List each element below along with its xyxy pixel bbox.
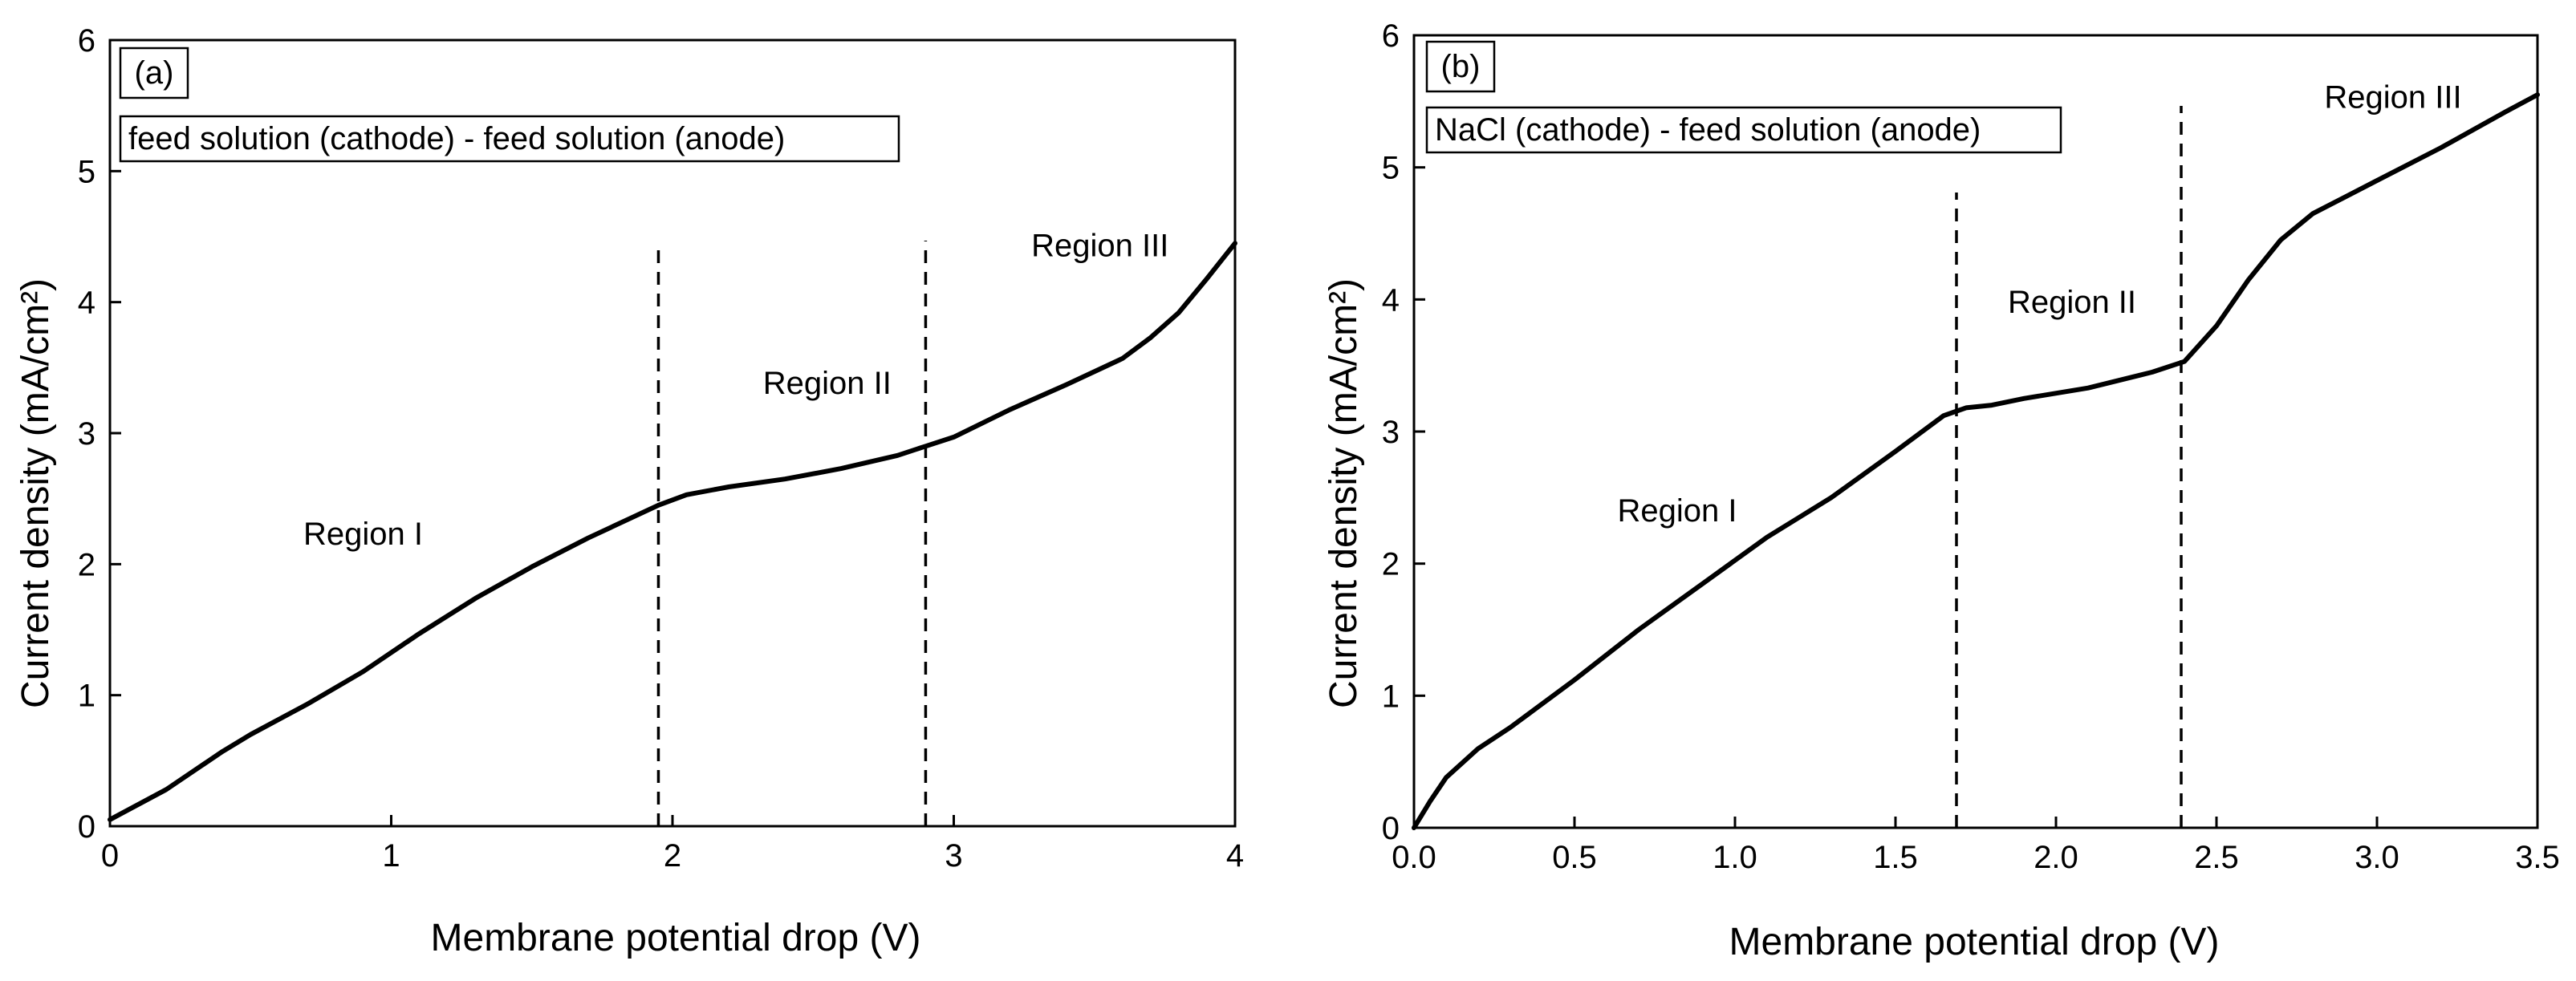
axis-ticks: 0 1 2 3 4 0 1 2 3 4 5 6 [78,23,1244,874]
plot-frame [108,39,1237,828]
region-labels: Region I Region II Region III [1618,80,2462,529]
region-label: Region II [763,366,892,401]
region-label: Region III [2324,80,2461,116]
y-tick-label: 1 [1382,679,1400,714]
x-axis-title: Membrane potential drop (V) [1729,921,2220,963]
x-tick-label: 1.0 [1713,840,1757,875]
region-label: Region I [1618,493,1737,529]
x-tick-label: 1 [382,838,400,874]
x-axis-title: Membrane potential drop (V) [431,917,921,959]
condition-label: feed solution (cathode) - feed solution … [128,121,785,156]
y-tick-label: 2 [78,547,95,582]
series-line [1412,92,2540,830]
chart-panel-b: Current density (mA/cm²) Membrane potent… [1323,18,2560,963]
y-tick-label: 6 [1382,18,1400,54]
x-tick-label: 0.5 [1552,840,1597,875]
y-tick-label: 1 [78,679,95,714]
axis-ticks: 0.0 0.5 1.0 1.5 2.0 2.5 3.0 3.5 0 1 2 3 4 5 6 [1382,18,2560,875]
condition-label-box [119,115,900,163]
x-tick-label: 3.0 [2355,840,2399,875]
panel-label-box [119,47,189,99]
y-tick-label: 4 [78,286,95,321]
region-label: Region III [1031,229,1168,264]
panel-label: (a) [135,55,174,91]
x-tick-label: 0 [101,838,119,874]
y-tick-label: 0 [1382,811,1400,846]
y-tick-label: 4 [1382,282,1400,318]
x-tick-label: 0.0 [1392,840,1436,875]
x-tick-label: 2.5 [2194,840,2239,875]
x-tick-label: 4 [1226,838,1244,874]
region-dividers [656,241,928,826]
y-axis-title: Current density (mA/cm²) [14,278,57,708]
y-tick-label: 5 [1382,151,1400,186]
x-tick-label: 2.0 [2034,840,2078,875]
region-labels: Region I Region II Region III [303,229,1168,552]
y-tick-label: 5 [78,154,95,189]
condition-label-box [1425,106,2062,154]
region-label: Region II [2008,285,2136,320]
panel-label-box [1425,40,1496,93]
panel-label: (b) [1441,49,1481,84]
x-tick-label: 3 [945,838,962,874]
y-tick-label: 0 [78,809,95,845]
x-tick-label: 2 [664,838,681,874]
plot-frame [1412,34,2539,829]
region-dividers [1955,106,2183,828]
condition-label: NaCl (cathode) - feed solution (anode) [1435,112,1981,148]
series-line [108,241,1237,822]
chart-panel-a: Current density (mA/cm²) Membrane potent… [14,23,1244,959]
region-label: Region I [303,517,423,552]
x-tick-label: 3.5 [2515,840,2560,875]
y-tick-label: 3 [1382,415,1400,450]
x-tick-label: 1.5 [1873,840,1918,875]
y-tick-label: 3 [78,416,95,452]
y-tick-label: 6 [78,23,95,59]
y-axis-title: Current density (mA/cm²) [1323,278,1365,708]
y-tick-label: 2 [1382,547,1400,582]
